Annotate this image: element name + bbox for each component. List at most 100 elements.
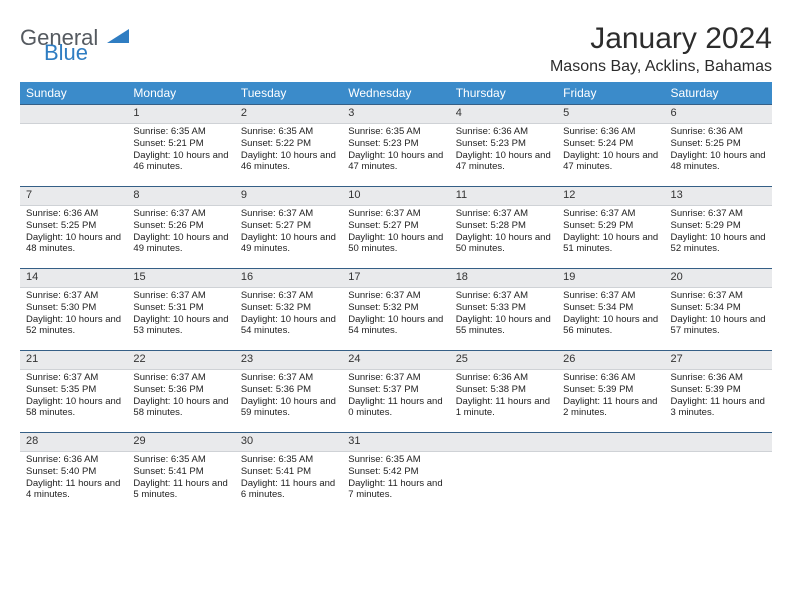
calendar-day-cell: 31Sunrise: 6:35 AMSunset: 5:42 PMDayligh… (342, 432, 449, 514)
daylight-line: Daylight: 10 hours and 51 minutes. (563, 232, 658, 256)
day-body: Sunrise: 6:37 AMSunset: 5:37 PMDaylight:… (342, 370, 449, 424)
day-number-empty (450, 432, 557, 452)
sunset-line: Sunset: 5:31 PM (133, 302, 228, 314)
daylight-line: Daylight: 10 hours and 47 minutes. (563, 150, 658, 174)
calendar-day-cell: 19Sunrise: 6:37 AMSunset: 5:34 PMDayligh… (557, 268, 664, 350)
day-header: Friday (557, 82, 664, 104)
day-number: 27 (665, 350, 772, 370)
sunrise-line: Sunrise: 6:37 AM (241, 372, 336, 384)
calendar-week-row: 21Sunrise: 6:37 AMSunset: 5:35 PMDayligh… (20, 350, 772, 432)
sunset-line: Sunset: 5:25 PM (26, 220, 121, 232)
sunset-line: Sunset: 5:30 PM (26, 302, 121, 314)
day-body: Sunrise: 6:37 AMSunset: 5:35 PMDaylight:… (20, 370, 127, 424)
day-number: 10 (342, 186, 449, 206)
day-body: Sunrise: 6:37 AMSunset: 5:29 PMDaylight:… (557, 206, 664, 260)
calendar-day-cell: 3Sunrise: 6:35 AMSunset: 5:23 PMDaylight… (342, 104, 449, 186)
calendar-day-cell: 15Sunrise: 6:37 AMSunset: 5:31 PMDayligh… (127, 268, 234, 350)
daylight-line: Daylight: 10 hours and 55 minutes. (456, 314, 551, 338)
calendar-day-cell: 22Sunrise: 6:37 AMSunset: 5:36 PMDayligh… (127, 350, 234, 432)
sunset-line: Sunset: 5:38 PM (456, 384, 551, 396)
daylight-line: Daylight: 10 hours and 57 minutes. (671, 314, 766, 338)
sunset-line: Sunset: 5:39 PM (563, 384, 658, 396)
sunrise-line: Sunrise: 6:37 AM (563, 290, 658, 302)
calendar-day-cell: 7Sunrise: 6:36 AMSunset: 5:25 PMDaylight… (20, 186, 127, 268)
day-body: Sunrise: 6:37 AMSunset: 5:36 PMDaylight:… (127, 370, 234, 424)
day-body: Sunrise: 6:37 AMSunset: 5:29 PMDaylight:… (665, 206, 772, 260)
day-body: Sunrise: 6:37 AMSunset: 5:34 PMDaylight:… (557, 288, 664, 342)
sunrise-line: Sunrise: 6:37 AM (563, 208, 658, 220)
sunrise-line: Sunrise: 6:35 AM (241, 454, 336, 466)
sunrise-line: Sunrise: 6:37 AM (456, 290, 551, 302)
daylight-line: Daylight: 10 hours and 48 minutes. (26, 232, 121, 256)
calendar-day-cell: 2Sunrise: 6:35 AMSunset: 5:22 PMDaylight… (235, 104, 342, 186)
day-body: Sunrise: 6:37 AMSunset: 5:27 PMDaylight:… (235, 206, 342, 260)
day-body: Sunrise: 6:36 AMSunset: 5:38 PMDaylight:… (450, 370, 557, 424)
day-number: 31 (342, 432, 449, 452)
sunset-line: Sunset: 5:21 PM (133, 138, 228, 150)
daylight-line: Daylight: 10 hours and 49 minutes. (133, 232, 228, 256)
daylight-line: Daylight: 10 hours and 48 minutes. (671, 150, 766, 174)
calendar-day-cell: 20Sunrise: 6:37 AMSunset: 5:34 PMDayligh… (665, 268, 772, 350)
day-body: Sunrise: 6:37 AMSunset: 5:30 PMDaylight:… (20, 288, 127, 342)
day-body: Sunrise: 6:36 AMSunset: 5:25 PMDaylight:… (20, 206, 127, 260)
day-number: 16 (235, 268, 342, 288)
sunrise-line: Sunrise: 6:36 AM (456, 126, 551, 138)
day-number: 24 (342, 350, 449, 370)
calendar-day-cell: 18Sunrise: 6:37 AMSunset: 5:33 PMDayligh… (450, 268, 557, 350)
daylight-line: Daylight: 10 hours and 52 minutes. (26, 314, 121, 338)
sunset-line: Sunset: 5:39 PM (671, 384, 766, 396)
day-header: Monday (127, 82, 234, 104)
sunset-line: Sunset: 5:34 PM (671, 302, 766, 314)
sunrise-line: Sunrise: 6:35 AM (133, 126, 228, 138)
sunset-line: Sunset: 5:28 PM (456, 220, 551, 232)
daylight-line: Daylight: 10 hours and 46 minutes. (133, 150, 228, 174)
day-header: Thursday (450, 82, 557, 104)
day-number: 29 (127, 432, 234, 452)
day-body: Sunrise: 6:37 AMSunset: 5:32 PMDaylight:… (342, 288, 449, 342)
calendar-day-cell: 16Sunrise: 6:37 AMSunset: 5:32 PMDayligh… (235, 268, 342, 350)
month-title: January 2024 (550, 22, 772, 56)
location-text: Masons Bay, Acklins, Bahamas (550, 58, 772, 76)
calendar-day-cell: 30Sunrise: 6:35 AMSunset: 5:41 PMDayligh… (235, 432, 342, 514)
day-number-empty (665, 432, 772, 452)
day-body: Sunrise: 6:37 AMSunset: 5:32 PMDaylight:… (235, 288, 342, 342)
calendar-day-cell: 17Sunrise: 6:37 AMSunset: 5:32 PMDayligh… (342, 268, 449, 350)
day-number: 22 (127, 350, 234, 370)
sunset-line: Sunset: 5:23 PM (456, 138, 551, 150)
day-header: Wednesday (342, 82, 449, 104)
sunrise-line: Sunrise: 6:37 AM (348, 208, 443, 220)
daylight-line: Daylight: 10 hours and 54 minutes. (348, 314, 443, 338)
daylight-line: Daylight: 10 hours and 59 minutes. (241, 396, 336, 420)
sunset-line: Sunset: 5:33 PM (456, 302, 551, 314)
day-body: Sunrise: 6:37 AMSunset: 5:33 PMDaylight:… (450, 288, 557, 342)
daylight-line: Daylight: 11 hours and 1 minute. (456, 396, 551, 420)
calendar-day-cell: 23Sunrise: 6:37 AMSunset: 5:36 PMDayligh… (235, 350, 342, 432)
day-number: 25 (450, 350, 557, 370)
sunrise-line: Sunrise: 6:36 AM (563, 372, 658, 384)
calendar-day-cell: 6Sunrise: 6:36 AMSunset: 5:25 PMDaylight… (665, 104, 772, 186)
calendar-body: 1Sunrise: 6:35 AMSunset: 5:21 PMDaylight… (20, 104, 772, 514)
sunrise-line: Sunrise: 6:37 AM (241, 208, 336, 220)
calendar-day-cell: 5Sunrise: 6:36 AMSunset: 5:24 PMDaylight… (557, 104, 664, 186)
calendar-day-cell: 29Sunrise: 6:35 AMSunset: 5:41 PMDayligh… (127, 432, 234, 514)
daylight-line: Daylight: 11 hours and 4 minutes. (26, 478, 121, 502)
header-row: General Blue January 2024 Masons Bay, Ac… (20, 22, 772, 76)
calendar-day-cell: 27Sunrise: 6:36 AMSunset: 5:39 PMDayligh… (665, 350, 772, 432)
calendar-week-row: 1Sunrise: 6:35 AMSunset: 5:21 PMDaylight… (20, 104, 772, 186)
day-number: 20 (665, 268, 772, 288)
day-number: 9 (235, 186, 342, 206)
calendar-page: General Blue January 2024 Masons Bay, Ac… (0, 0, 792, 536)
day-number: 13 (665, 186, 772, 206)
daylight-line: Daylight: 10 hours and 46 minutes. (241, 150, 336, 174)
sunset-line: Sunset: 5:26 PM (133, 220, 228, 232)
day-body: Sunrise: 6:36 AMSunset: 5:39 PMDaylight:… (665, 370, 772, 424)
calendar-day-cell (450, 432, 557, 514)
calendar-day-cell: 21Sunrise: 6:37 AMSunset: 5:35 PMDayligh… (20, 350, 127, 432)
sunrise-line: Sunrise: 6:36 AM (26, 454, 121, 466)
calendar-week-row: 7Sunrise: 6:36 AMSunset: 5:25 PMDaylight… (20, 186, 772, 268)
day-body: Sunrise: 6:37 AMSunset: 5:27 PMDaylight:… (342, 206, 449, 260)
day-number: 28 (20, 432, 127, 452)
day-body: Sunrise: 6:36 AMSunset: 5:23 PMDaylight:… (450, 124, 557, 178)
calendar-day-cell: 25Sunrise: 6:36 AMSunset: 5:38 PMDayligh… (450, 350, 557, 432)
day-number: 26 (557, 350, 664, 370)
